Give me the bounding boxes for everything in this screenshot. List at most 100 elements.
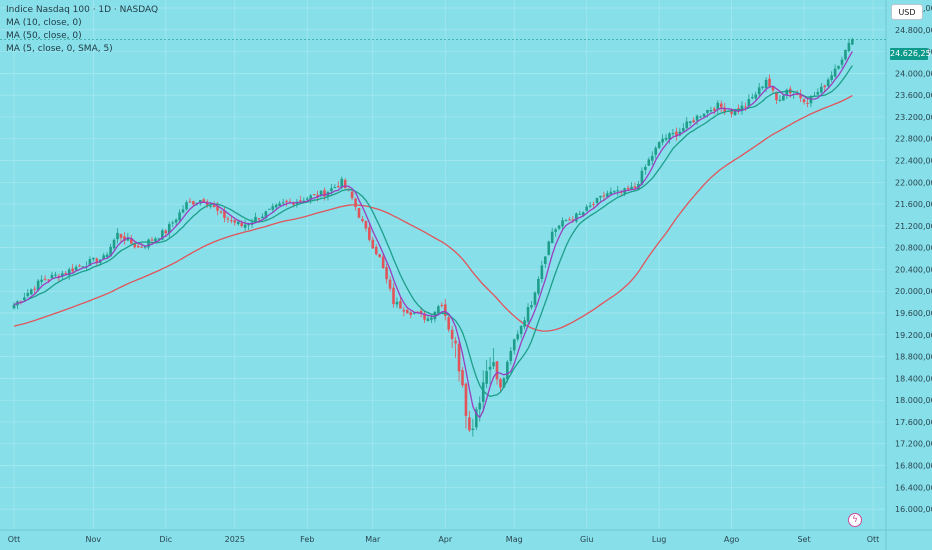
legend-ma50[interactable]: MA (50, close, 0) <box>6 31 82 41</box>
candle <box>440 302 444 308</box>
candle <box>374 244 378 256</box>
candle <box>185 200 188 211</box>
candle <box>806 98 809 108</box>
candle <box>585 204 588 212</box>
candle <box>357 207 361 219</box>
candle <box>74 264 78 271</box>
candle <box>599 195 602 202</box>
candle <box>533 291 537 307</box>
candle <box>61 270 64 280</box>
legend-title[interactable]: Indice Nasdaq 100 · 1D · NASDAQ <box>6 5 159 15</box>
candle <box>471 418 475 437</box>
ma50-line <box>13 95 853 332</box>
candle <box>364 220 368 232</box>
price-tick-label: 20.400,00 <box>895 265 932 274</box>
time-tick-label: Nov <box>86 535 102 544</box>
candle <box>833 64 837 78</box>
ma5-layer <box>13 51 853 419</box>
price-tick-label: 22.000,00 <box>895 178 932 187</box>
candle <box>423 310 426 323</box>
candle <box>402 306 406 317</box>
candle <box>333 184 337 189</box>
candle <box>171 220 174 228</box>
candle <box>616 185 620 196</box>
candle <box>326 190 330 201</box>
candle <box>830 71 833 83</box>
candle <box>837 65 840 70</box>
candle <box>826 77 830 89</box>
candle <box>178 209 181 223</box>
candle <box>485 359 488 388</box>
candle <box>713 106 716 115</box>
candle <box>443 299 447 321</box>
candle <box>768 74 771 87</box>
candle <box>561 217 564 229</box>
candle <box>757 83 761 97</box>
candle <box>230 216 233 224</box>
candle <box>544 256 547 269</box>
candle <box>426 314 430 322</box>
candle <box>409 310 413 319</box>
candle <box>751 93 754 100</box>
candle <box>119 233 123 242</box>
candle <box>461 366 464 388</box>
candle <box>147 238 150 250</box>
candle <box>775 91 778 105</box>
candle <box>526 303 530 327</box>
candle <box>509 347 513 365</box>
candle <box>268 208 271 210</box>
price-tick-label: 18.800,00 <box>895 353 932 362</box>
candle <box>540 260 544 283</box>
candle <box>78 263 81 267</box>
candle <box>682 123 685 132</box>
price-tick-label: 23.200,00 <box>895 113 932 122</box>
candle <box>530 301 533 310</box>
candle <box>116 228 119 244</box>
ma5-line <box>13 51 853 419</box>
legend-ma5[interactable]: MA (5, close, 0, SMA, 5) <box>6 44 113 54</box>
candle <box>381 253 385 269</box>
price-tick-label: 20.000,00 <box>895 287 932 296</box>
time-axis[interactable]: Ott Nov Dic 2025 Feb Mar Apr Mag Giu Lug Ago Set Ott <box>0 529 932 544</box>
candle <box>447 315 450 333</box>
ma10-line <box>13 65 853 398</box>
legend-ma10[interactable]: MA (10, close, 0) <box>6 18 82 28</box>
candle <box>399 296 402 309</box>
candle <box>709 106 713 113</box>
candle <box>654 145 657 159</box>
time-tick-label: Ott <box>867 535 880 544</box>
price-tick-label: 17.200,00 <box>895 440 932 449</box>
candle <box>354 198 357 211</box>
price-tick-label: 23.600,00 <box>895 91 932 100</box>
candle <box>133 241 137 249</box>
candle <box>661 134 664 146</box>
price-tick-label: 19.600,00 <box>895 309 932 318</box>
candle <box>588 201 592 209</box>
candle <box>492 348 495 370</box>
currency-button[interactable]: USD <box>891 4 923 20</box>
lightning-icon[interactable]: ϟ <box>848 513 862 527</box>
candle <box>823 84 827 92</box>
candle <box>547 240 551 256</box>
price-tick-label: 22.400,00 <box>895 157 932 166</box>
candle <box>464 382 468 429</box>
candle <box>16 300 19 310</box>
candle <box>368 222 371 242</box>
price-tick-label: 21.200,00 <box>895 222 932 231</box>
price-tick-label: 20.800,00 <box>895 244 932 253</box>
candle <box>771 86 775 94</box>
candle <box>378 253 381 258</box>
candle <box>261 213 264 219</box>
candle <box>799 89 802 102</box>
candle <box>671 129 675 137</box>
candle <box>685 117 689 132</box>
candle <box>288 198 292 203</box>
candle <box>820 82 823 94</box>
candle <box>550 227 554 244</box>
candle <box>640 167 644 186</box>
candle <box>226 216 230 223</box>
candle <box>43 275 47 282</box>
candle <box>71 263 74 274</box>
